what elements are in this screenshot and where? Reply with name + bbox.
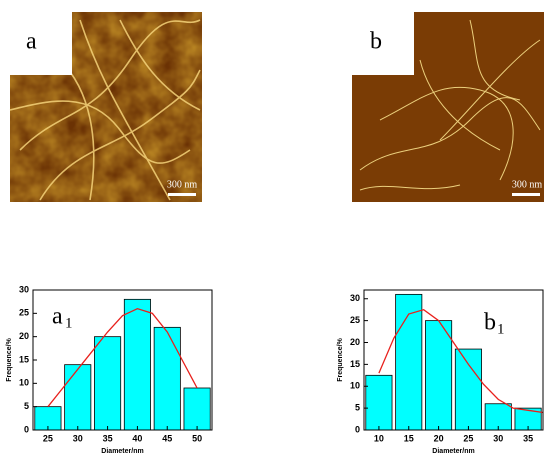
x-tick-label: 40 (132, 433, 142, 443)
bar (425, 320, 453, 431)
panel-label: b (484, 310, 496, 336)
bar (123, 298, 151, 431)
x-tick-label: 25 (43, 433, 53, 443)
bar (94, 336, 122, 431)
panel-label-subscript: 1 (497, 321, 505, 337)
x-tick-label: 15 (404, 433, 414, 443)
x-tick-label: 25 (463, 433, 473, 443)
afm-image-a (0, 0, 202, 202)
x-tick-label: 20 (434, 433, 444, 443)
scale-label: 300 nm (167, 179, 198, 190)
y-tick-label: 10 (19, 378, 29, 388)
image-label: b (370, 29, 382, 55)
y-tick-label: 20 (350, 337, 360, 347)
y-tick-label: 5 (24, 401, 29, 411)
y-tick-label: 0 (24, 424, 29, 434)
y-tick-label: 25 (19, 308, 29, 318)
image-label: a (26, 29, 37, 55)
x-tick-label: 30 (73, 433, 83, 443)
plot-frame (363, 289, 544, 431)
x-tick-label: 30 (493, 433, 503, 443)
x-axis-title: Diameter/nm (432, 448, 474, 455)
y-tick-label: 10 (350, 381, 360, 391)
x-tick-label: 35 (523, 433, 533, 443)
y-tick-label: 15 (350, 359, 360, 369)
x-tick-label: 45 (162, 433, 172, 443)
x-axis-title: Diameter/nm (101, 448, 143, 455)
y-tick-label: 30 (19, 284, 29, 294)
bar (64, 364, 92, 431)
bar (454, 348, 482, 431)
y-tick-label: 20 (19, 331, 29, 341)
x-tick-label: 50 (192, 433, 202, 443)
bar (183, 387, 211, 431)
bar (153, 326, 181, 431)
y-tick-label: 0 (355, 424, 360, 434)
y-tick-label: 5 (355, 403, 360, 413)
y-tick-label: 25 (350, 315, 360, 325)
scale-label: 300 nm (512, 179, 543, 190)
fit-curve (47, 307, 198, 408)
bar (484, 403, 512, 431)
y-axis-title: Frequence/% (6, 337, 13, 381)
fit-curve (378, 308, 544, 414)
x-tick-label: 35 (103, 433, 113, 443)
afm-image-b (342, 0, 544, 202)
x-tick-label: 10 (374, 433, 384, 443)
y-tick-label: 30 (350, 293, 360, 303)
bar (395, 293, 423, 431)
bar (365, 374, 393, 431)
panel-label: a (52, 304, 63, 330)
y-axis-title: Frequence/% (337, 337, 344, 381)
y-tick-label: 15 (19, 354, 29, 364)
panel-label-subscript: 1 (65, 315, 73, 331)
